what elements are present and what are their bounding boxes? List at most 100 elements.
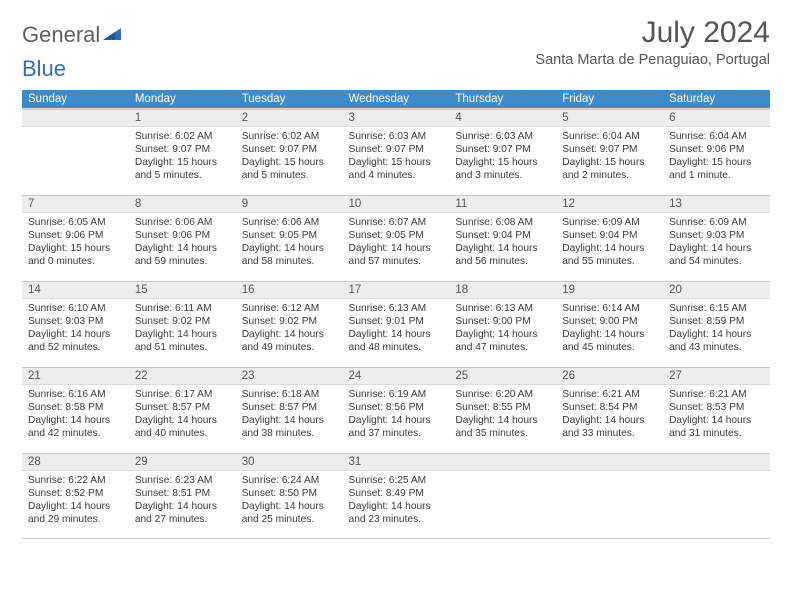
- day-number: 7: [22, 195, 129, 213]
- day-number-empty: [556, 453, 663, 471]
- day-number: 17: [343, 281, 450, 299]
- day-number-empty: [663, 453, 770, 471]
- day-number: 21: [22, 367, 129, 385]
- day-number: 26: [556, 367, 663, 385]
- calendar-day-cell: 28Sunrise: 6:22 AMSunset: 8:52 PMDayligh…: [22, 453, 129, 539]
- calendar-day-cell: 25Sunrise: 6:20 AMSunset: 8:55 PMDayligh…: [449, 367, 556, 453]
- day-number: 16: [236, 281, 343, 299]
- day-details: Sunrise: 6:02 AMSunset: 9:07 PMDaylight:…: [236, 127, 343, 185]
- calendar-day-cell: [449, 453, 556, 539]
- month-title: July 2024: [535, 16, 770, 50]
- calendar-week: 28Sunrise: 6:22 AMSunset: 8:52 PMDayligh…: [22, 453, 770, 539]
- day-number: 5: [556, 109, 663, 127]
- calendar-day-cell: 8Sunrise: 6:06 AMSunset: 9:06 PMDaylight…: [129, 195, 236, 281]
- calendar-day-cell: 31Sunrise: 6:25 AMSunset: 8:49 PMDayligh…: [343, 453, 450, 539]
- day-details: Sunrise: 6:07 AMSunset: 9:05 PMDaylight:…: [343, 213, 450, 271]
- calendar-day-cell: 6Sunrise: 6:04 AMSunset: 9:06 PMDaylight…: [663, 109, 770, 195]
- calendar-day-cell: 21Sunrise: 6:16 AMSunset: 8:58 PMDayligh…: [22, 367, 129, 453]
- calendar-day-cell: 15Sunrise: 6:11 AMSunset: 9:02 PMDayligh…: [129, 281, 236, 367]
- day-details: Sunrise: 6:17 AMSunset: 8:57 PMDaylight:…: [129, 385, 236, 443]
- location-subtitle: Santa Marta de Penaguiao, Portugal: [535, 52, 770, 68]
- day-number: 23: [236, 367, 343, 385]
- day-details: Sunrise: 6:13 AMSunset: 9:01 PMDaylight:…: [343, 299, 450, 357]
- calendar-day-cell: 17Sunrise: 6:13 AMSunset: 9:01 PMDayligh…: [343, 281, 450, 367]
- day-number: 29: [129, 453, 236, 471]
- day-number: 28: [22, 453, 129, 471]
- day-number: 13: [663, 195, 770, 213]
- weekday-header: Saturday: [663, 90, 770, 109]
- weekday-header: Monday: [129, 90, 236, 109]
- calendar-week: 1Sunrise: 6:02 AMSunset: 9:07 PMDaylight…: [22, 109, 770, 195]
- calendar-head: SundayMondayTuesdayWednesdayThursdayFrid…: [22, 90, 770, 109]
- calendar-day-cell: 4Sunrise: 6:03 AMSunset: 9:07 PMDaylight…: [449, 109, 556, 195]
- day-details: Sunrise: 6:16 AMSunset: 8:58 PMDaylight:…: [22, 385, 129, 443]
- day-number: 12: [556, 195, 663, 213]
- day-number: 24: [343, 367, 450, 385]
- weekday-header: Wednesday: [343, 90, 450, 109]
- day-number: 31: [343, 453, 450, 471]
- calendar-day-cell: 23Sunrise: 6:18 AMSunset: 8:57 PMDayligh…: [236, 367, 343, 453]
- calendar-day-cell: 7Sunrise: 6:05 AMSunset: 9:06 PMDaylight…: [22, 195, 129, 281]
- day-number: 9: [236, 195, 343, 213]
- calendar-day-cell: 22Sunrise: 6:17 AMSunset: 8:57 PMDayligh…: [129, 367, 236, 453]
- day-number: 15: [129, 281, 236, 299]
- calendar-body: 1Sunrise: 6:02 AMSunset: 9:07 PMDaylight…: [22, 109, 770, 539]
- day-details: Sunrise: 6:03 AMSunset: 9:07 PMDaylight:…: [343, 127, 450, 185]
- day-details: Sunrise: 6:19 AMSunset: 8:56 PMDaylight:…: [343, 385, 450, 443]
- title-block: July 2024 Santa Marta de Penaguiao, Port…: [535, 16, 770, 68]
- day-number: 10: [343, 195, 450, 213]
- day-details: Sunrise: 6:24 AMSunset: 8:50 PMDaylight:…: [236, 471, 343, 529]
- day-details: Sunrise: 6:23 AMSunset: 8:51 PMDaylight:…: [129, 471, 236, 529]
- day-details: Sunrise: 6:25 AMSunset: 8:49 PMDaylight:…: [343, 471, 450, 529]
- brand-part2: Blue: [22, 56, 66, 82]
- calendar-day-cell: 9Sunrise: 6:06 AMSunset: 9:05 PMDaylight…: [236, 195, 343, 281]
- calendar-day-cell: 27Sunrise: 6:21 AMSunset: 8:53 PMDayligh…: [663, 367, 770, 453]
- weekday-header: Tuesday: [236, 90, 343, 109]
- calendar-day-cell: [663, 453, 770, 539]
- weekday-header: Friday: [556, 90, 663, 109]
- day-number: 14: [22, 281, 129, 299]
- day-details: Sunrise: 6:04 AMSunset: 9:07 PMDaylight:…: [556, 127, 663, 185]
- day-number: 19: [556, 281, 663, 299]
- day-number: 4: [449, 109, 556, 127]
- day-details: Sunrise: 6:03 AMSunset: 9:07 PMDaylight:…: [449, 127, 556, 185]
- day-number: 8: [129, 195, 236, 213]
- day-details: Sunrise: 6:14 AMSunset: 9:00 PMDaylight:…: [556, 299, 663, 357]
- day-details: Sunrise: 6:09 AMSunset: 9:03 PMDaylight:…: [663, 213, 770, 271]
- day-details: Sunrise: 6:05 AMSunset: 9:06 PMDaylight:…: [22, 213, 129, 271]
- calendar-day-cell: 29Sunrise: 6:23 AMSunset: 8:51 PMDayligh…: [129, 453, 236, 539]
- day-details: Sunrise: 6:11 AMSunset: 9:02 PMDaylight:…: [129, 299, 236, 357]
- day-number: 25: [449, 367, 556, 385]
- brand-triangle-icon: [103, 26, 123, 42]
- day-details: Sunrise: 6:10 AMSunset: 9:03 PMDaylight:…: [22, 299, 129, 357]
- calendar-day-cell: 20Sunrise: 6:15 AMSunset: 8:59 PMDayligh…: [663, 281, 770, 367]
- day-details: Sunrise: 6:12 AMSunset: 9:02 PMDaylight:…: [236, 299, 343, 357]
- day-details: Sunrise: 6:02 AMSunset: 9:07 PMDaylight:…: [129, 127, 236, 185]
- day-details: Sunrise: 6:21 AMSunset: 8:53 PMDaylight:…: [663, 385, 770, 443]
- day-details: Sunrise: 6:21 AMSunset: 8:54 PMDaylight:…: [556, 385, 663, 443]
- calendar-day-cell: 24Sunrise: 6:19 AMSunset: 8:56 PMDayligh…: [343, 367, 450, 453]
- calendar-day-cell: 14Sunrise: 6:10 AMSunset: 9:03 PMDayligh…: [22, 281, 129, 367]
- day-details: Sunrise: 6:06 AMSunset: 9:06 PMDaylight:…: [129, 213, 236, 271]
- calendar-day-cell: 30Sunrise: 6:24 AMSunset: 8:50 PMDayligh…: [236, 453, 343, 539]
- day-number: 18: [449, 281, 556, 299]
- calendar-page: General July 2024 Santa Marta de Penagui…: [0, 0, 792, 549]
- calendar-day-cell: 26Sunrise: 6:21 AMSunset: 8:54 PMDayligh…: [556, 367, 663, 453]
- weekday-row: SundayMondayTuesdayWednesdayThursdayFrid…: [22, 90, 770, 109]
- calendar-day-cell: [22, 109, 129, 195]
- day-details: Sunrise: 6:08 AMSunset: 9:04 PMDaylight:…: [449, 213, 556, 271]
- calendar-day-cell: 16Sunrise: 6:12 AMSunset: 9:02 PMDayligh…: [236, 281, 343, 367]
- day-details: Sunrise: 6:04 AMSunset: 9:06 PMDaylight:…: [663, 127, 770, 185]
- calendar-day-cell: 2Sunrise: 6:02 AMSunset: 9:07 PMDaylight…: [236, 109, 343, 195]
- calendar-day-cell: 13Sunrise: 6:09 AMSunset: 9:03 PMDayligh…: [663, 195, 770, 281]
- calendar-day-cell: [556, 453, 663, 539]
- day-details: Sunrise: 6:20 AMSunset: 8:55 PMDaylight:…: [449, 385, 556, 443]
- calendar-table: SundayMondayTuesdayWednesdayThursdayFrid…: [22, 90, 770, 539]
- weekday-header: Thursday: [449, 90, 556, 109]
- day-number: 2: [236, 109, 343, 127]
- calendar-day-cell: 19Sunrise: 6:14 AMSunset: 9:00 PMDayligh…: [556, 281, 663, 367]
- calendar-day-cell: 1Sunrise: 6:02 AMSunset: 9:07 PMDaylight…: [129, 109, 236, 195]
- calendar-day-cell: 18Sunrise: 6:13 AMSunset: 9:00 PMDayligh…: [449, 281, 556, 367]
- day-number: 20: [663, 281, 770, 299]
- day-details: Sunrise: 6:15 AMSunset: 8:59 PMDaylight:…: [663, 299, 770, 357]
